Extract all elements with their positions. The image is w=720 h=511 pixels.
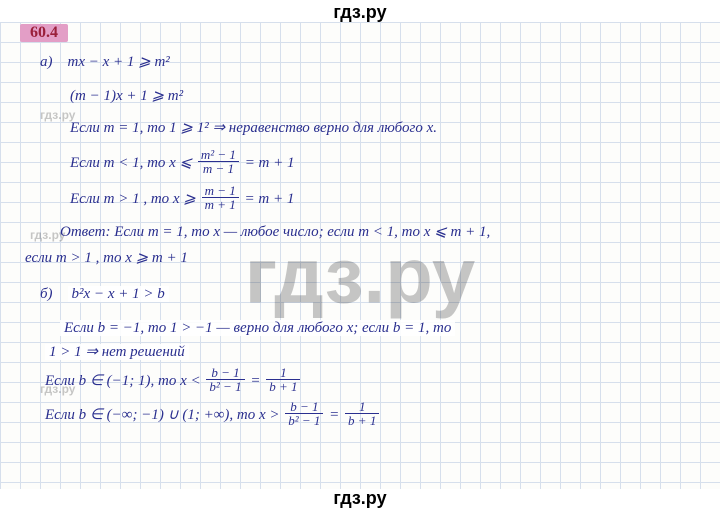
- part-a-case2-post: = m + 1: [245, 155, 295, 171]
- part-a-case3-post: = m + 1: [245, 191, 295, 207]
- frac-den: m − 1: [198, 162, 239, 175]
- header-watermark: гдз.ру: [0, 2, 720, 23]
- part-a-case2-frac: m² − 1 m − 1: [198, 148, 239, 175]
- page-root: гдз.ру гдз.ру гдз.ру гдз.ру гдз.ру гдз.р…: [0, 0, 720, 511]
- part-b-case2-pre: Если b ∈ (−1; 1), то x <: [45, 373, 201, 389]
- part-a-label: a): [40, 54, 53, 70]
- frac-num: 1: [345, 400, 379, 414]
- part-b-case1b: 1 > 1 ⇒ нет решений: [45, 344, 189, 360]
- part-b-case1a: Если b = −1, то 1 > −1 — верно для любог…: [60, 320, 455, 336]
- frac-num: 1: [266, 366, 300, 380]
- part-a-case1: Если m = 1, то 1 ⩾ 1² ⇒ неравенство верн…: [70, 120, 437, 136]
- problem-number-tag: 60.4: [20, 24, 68, 42]
- part-b-case2-frac2: 1 b + 1: [266, 366, 300, 393]
- part-a-answer-1: Ответ: Если m = 1, то x — любое число; е…: [60, 224, 490, 240]
- frac-den: m + 1: [202, 198, 239, 211]
- part-b-case3-frac: b − 1 b² − 1: [285, 400, 323, 427]
- part-b-case3-frac2: 1 b + 1: [345, 400, 379, 427]
- frac-den: b + 1: [345, 414, 379, 427]
- frac-num: b − 1: [285, 400, 323, 414]
- part-b-case3-pre: Если b ∈ (−∞; −1) ∪ (1; +∞), то x >: [45, 407, 280, 423]
- part-b-case2-mid: =: [250, 373, 260, 389]
- part-a-case3-pre: Если m > 1 , то x ⩾: [70, 191, 196, 207]
- frac-num: m − 1: [202, 184, 239, 198]
- frac-den: b² − 1: [206, 380, 244, 393]
- frac-num: m² − 1: [198, 148, 239, 162]
- footer-watermark: гдз.ру: [0, 488, 720, 509]
- part-a-inequality: mx − x + 1 ⩾ m²: [68, 54, 170, 70]
- part-a-step: (m − 1)x + 1 ⩾ m²: [70, 88, 183, 104]
- part-b-case3-mid: =: [329, 407, 339, 423]
- part-a-case2-pre: Если m < 1, то x ⩽: [70, 155, 192, 171]
- part-a-case3-frac: m − 1 m + 1: [202, 184, 239, 211]
- frac-den: b² − 1: [285, 414, 323, 427]
- frac-den: b + 1: [266, 380, 300, 393]
- handwritten-content: 60.4 a) mx − x + 1 ⩾ m² (m − 1)x + 1 ⩾ m…: [10, 22, 710, 489]
- part-b-label: б): [40, 286, 53, 302]
- frac-num: b − 1: [206, 366, 244, 380]
- part-b-inequality: b²x − x + 1 > b: [68, 286, 169, 302]
- part-a-answer-2: если m > 1 , то x ⩾ m + 1: [25, 250, 188, 266]
- part-b-case2-frac: b − 1 b² − 1: [206, 366, 244, 393]
